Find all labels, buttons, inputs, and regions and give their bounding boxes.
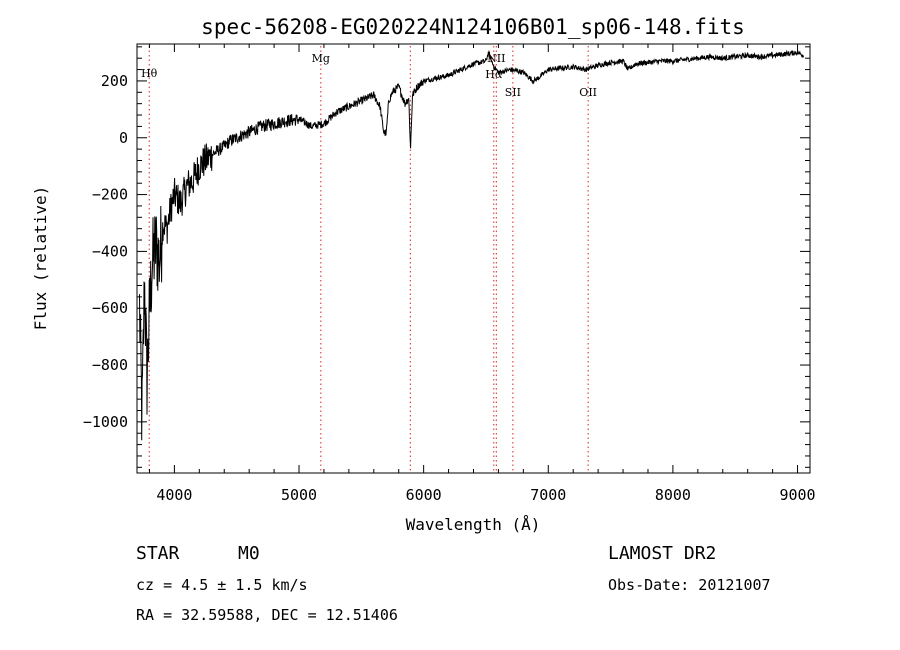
y-tick-label: −800: [92, 356, 128, 374]
spectral-line-label: Hθ: [141, 67, 158, 80]
x-tick-label: 9000: [779, 486, 815, 504]
object-subclass: M0: [238, 543, 260, 564]
x-tick-label: 6000: [406, 486, 442, 504]
y-axis-label: Flux (relative): [31, 186, 50, 331]
spectrum-line: [139, 49, 804, 441]
y-tick-label: −400: [92, 242, 128, 260]
survey-name: LAMOST DR2: [608, 543, 716, 564]
x-tick-label: 7000: [530, 486, 566, 504]
chart-title: spec-56208-EG020224N124106B01_sp06-148.f…: [201, 15, 745, 39]
x-tick-label: 4000: [156, 486, 192, 504]
y-tick-label: 0: [119, 129, 128, 147]
y-tick-label: −1000: [83, 413, 128, 431]
plot-frame: [136, 43, 811, 474]
spectral-line-label: OII: [579, 86, 597, 99]
object-type: STAR: [136, 543, 180, 564]
coordinates-text: RA = 32.59588, DEC = 12.51406: [136, 606, 398, 624]
y-tick-label: 200: [101, 72, 128, 90]
x-axis-label: Wavelength (Å): [406, 515, 541, 534]
y-tick-label: −600: [92, 299, 128, 317]
x-tick-label: 8000: [655, 486, 691, 504]
redshift-text: cz = 4.5 ± 1.5 km/s: [136, 576, 308, 594]
obs-date-text: Obs-Date: 20121007: [608, 576, 771, 594]
x-tick-label: 5000: [281, 486, 317, 504]
spectral-line-label: SII: [505, 86, 521, 99]
spectral-line-label: Mg: [312, 52, 330, 65]
y-tick-label: −200: [92, 186, 128, 204]
